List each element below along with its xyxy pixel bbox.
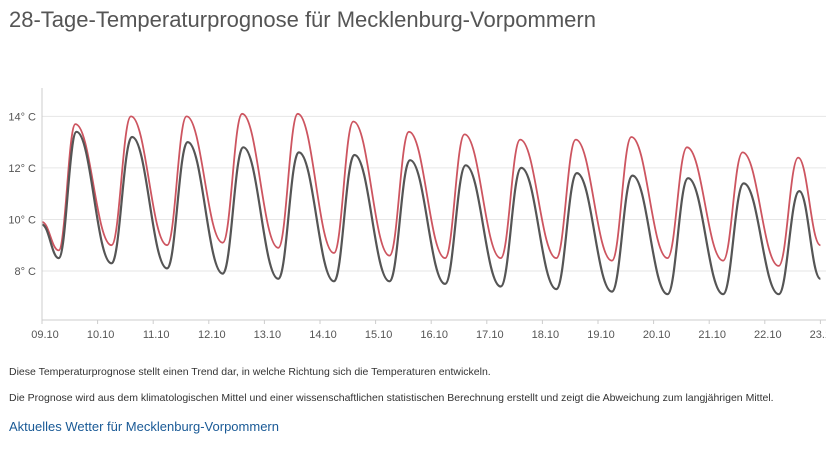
series-line-max	[41, 112, 822, 267]
x-tick-label: 19.10	[587, 329, 615, 341]
series-layer	[41, 112, 822, 296]
current-weather-link[interactable]: Aktuelles Wetter für Mecklenburg-Vorpomm…	[9, 419, 279, 434]
temperature-chart: 8° C 10° C 12° C 14° C 09.10 10.10 11.10 12.10 1…	[0, 88, 826, 350]
y-tick-label: 12° C	[8, 163, 36, 175]
x-tick-label: 18.10	[532, 329, 560, 341]
x-tick-label: 16.10	[420, 329, 448, 341]
x-tick-label: 12.10	[198, 329, 226, 341]
x-tick-label: 22.10	[754, 329, 782, 341]
x-tick-label: 09.10	[31, 329, 59, 341]
trend-note: Diese Temperaturprognose stellt einen Tr…	[9, 366, 491, 378]
x-tick-label: 10.10	[87, 329, 115, 341]
x-tick-label: 14.10	[309, 329, 337, 341]
axis-layer: 8° C 10° C 12° C 14° C 09.10 10.10 11.10 12.10 1…	[8, 88, 826, 341]
chart-svg: 8° C 10° C 12° C 14° C 09.10 10.10 11.10 12.10 1…	[8, 88, 826, 341]
x-tick-label: 17.10	[476, 329, 504, 341]
method-note: Die Prognose wird aus dem klimatologisch…	[9, 392, 774, 404]
x-tick-label: 13.10	[254, 329, 282, 341]
x-tick-label: 11.10	[143, 329, 170, 341]
y-tick-label: 10° C	[8, 214, 36, 226]
y-tick-label: 14° C	[8, 111, 36, 123]
page-title: 28-Tage-Temperaturprognose für Mecklenbu…	[9, 7, 596, 32]
series-line-min	[41, 130, 822, 296]
y-tick-label: 8° C	[14, 266, 36, 278]
x-tick-label: 23.10	[810, 329, 826, 341]
x-tick-label: 20.10	[643, 329, 671, 341]
x-tick-label: 15.10	[365, 329, 393, 341]
x-tick-label: 21.10	[698, 329, 726, 341]
